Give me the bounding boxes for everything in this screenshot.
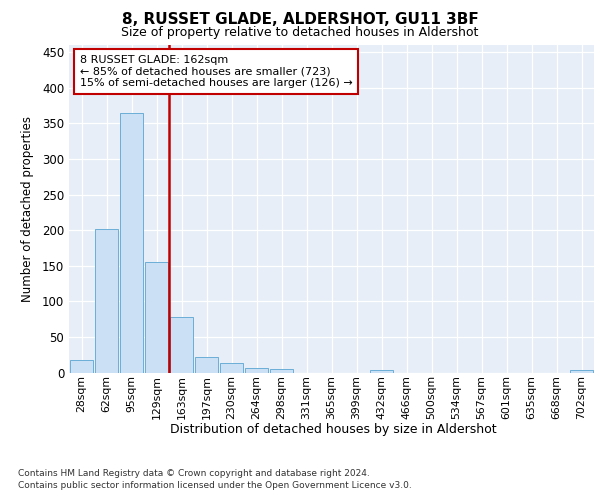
Bar [194,357,218,372]
Text: Distribution of detached houses by size in Aldershot: Distribution of detached houses by size … [170,422,496,436]
Bar [245,368,268,372]
Bar [170,317,193,372]
Bar [220,362,244,372]
Bar [119,112,143,372]
Text: Contains public sector information licensed under the Open Government Licence v3: Contains public sector information licen… [18,481,412,490]
Text: Contains HM Land Registry data © Crown copyright and database right 2024.: Contains HM Land Registry data © Crown c… [18,469,370,478]
Text: 8 RUSSET GLADE: 162sqm
← 85% of detached houses are smaller (723)
15% of semi-de: 8 RUSSET GLADE: 162sqm ← 85% of detached… [79,55,352,88]
Bar [269,369,293,372]
Bar [370,370,394,372]
Text: 8, RUSSET GLADE, ALDERSHOT, GU11 3BF: 8, RUSSET GLADE, ALDERSHOT, GU11 3BF [122,12,478,28]
Bar [569,370,593,372]
Bar [145,262,169,372]
Y-axis label: Number of detached properties: Number of detached properties [20,116,34,302]
Bar [70,360,94,372]
Text: Size of property relative to detached houses in Aldershot: Size of property relative to detached ho… [121,26,479,39]
Bar [95,228,118,372]
